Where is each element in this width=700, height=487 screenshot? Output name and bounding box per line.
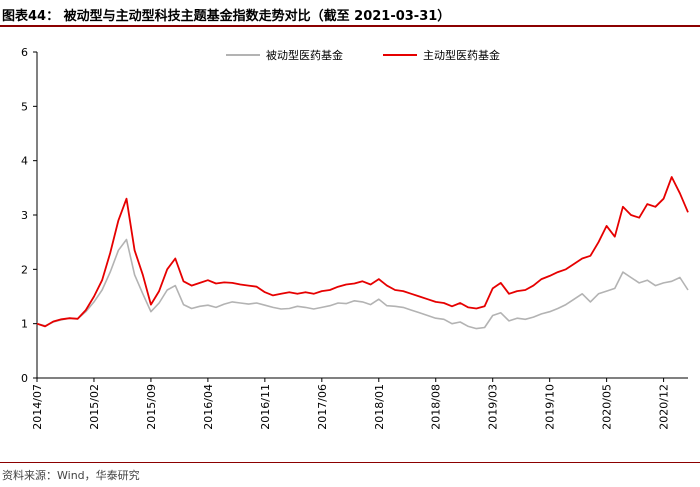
y-tick-label: 1 [21, 318, 28, 331]
x-tick-label: 2019/03 [487, 384, 500, 430]
y-tick-label: 3 [21, 209, 28, 222]
x-tick-label: 2020/05 [601, 384, 614, 430]
line-chart: 0 1 2 3 4 5 6 2014/07 2015/02 2015/09 2016/04 2016/… [21, 46, 689, 430]
x-tick-label: 2016/11 [259, 384, 272, 430]
x-tick-label: 2015/09 [145, 384, 158, 430]
y-tick-label: 0 [21, 372, 28, 385]
figure-source: 资料来源：Wind，华泰研究 [2, 469, 140, 482]
x-tick-label: 2017/06 [316, 384, 329, 430]
x-tick-label: 2020/12 [658, 384, 671, 430]
x-tick-label: 2019/10 [544, 384, 557, 430]
x-tick-label: 2015/02 [88, 384, 101, 430]
x-tick-label: 2018/08 [430, 384, 443, 430]
series-line-1 [36, 238, 689, 330]
x-tick-label: 2014/07 [31, 384, 44, 430]
x-tick-label: 2018/01 [373, 384, 386, 430]
y-tick-label: 6 [21, 46, 28, 59]
header-rule [0, 25, 700, 27]
legend-label-1: 被动型医药基金 [266, 48, 343, 62]
figure-title: 图表44： 被动型与主动型科技主题基金指数走势对比（截至 2021-03-31） [2, 9, 451, 24]
legend-label-2: 主动型医药基金 [423, 48, 500, 62]
y-tick-label: 2 [21, 263, 28, 276]
y-tick-label: 5 [21, 100, 28, 113]
y-tick-label: 4 [21, 155, 28, 168]
figure-header: 图表44： 被动型与主动型科技主题基金指数走势对比（截至 2021-03-31） [0, 0, 700, 25]
x-tick-label: 2016/04 [202, 384, 215, 430]
footer-rule [0, 462, 700, 463]
series-line-2 [36, 176, 689, 328]
